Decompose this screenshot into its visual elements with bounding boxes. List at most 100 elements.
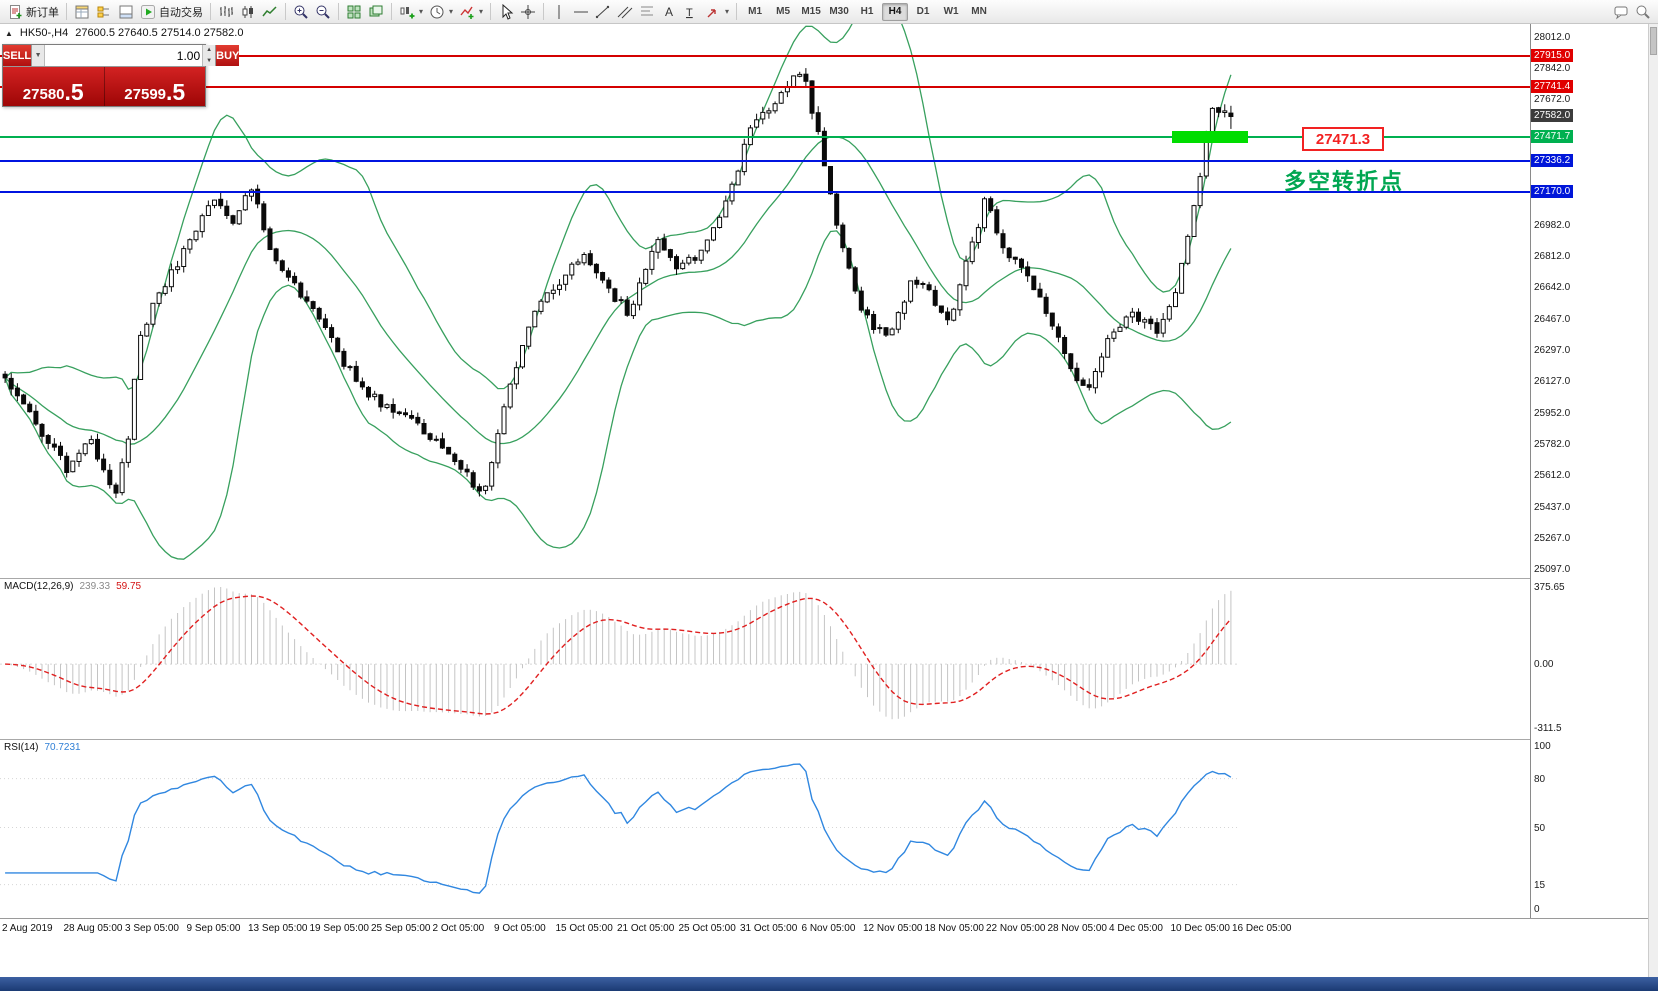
- main-chart-canvas[interactable]: [0, 24, 1530, 578]
- macd-axis-label: -311.5: [1534, 723, 1562, 734]
- new-chart-icon: [399, 4, 415, 20]
- time-label: 25 Oct 05:00: [678, 923, 736, 934]
- time-label: 4 Dec 05:00: [1109, 923, 1163, 934]
- market-watch-icon: [74, 4, 90, 20]
- macd-main-value: 239.33: [79, 581, 111, 592]
- indicators-icon: [459, 4, 475, 20]
- ohlc-values: 27600.5 27640.5 27514.0 27582.0: [75, 27, 244, 39]
- buy-button[interactable]: BUY: [216, 45, 240, 66]
- time-label: 3 Sep 05:00: [125, 923, 179, 934]
- price-axis[interactable]: 28012.0 27842.0 27672.0 26982.0 26812.0 26642…: [1530, 24, 1648, 918]
- volume-input[interactable]: [45, 45, 203, 66]
- timeframe-button-w1[interactable]: W1: [943, 6, 959, 17]
- buy-price-panel[interactable]: 27599 .5: [104, 67, 205, 106]
- fibonacci-tool[interactable]: [636, 2, 658, 22]
- vertical-line-tool[interactable]: [548, 2, 570, 22]
- line-chart-mode-button[interactable]: [259, 2, 281, 22]
- horizontal-line-tool[interactable]: [570, 2, 592, 22]
- navigator-button[interactable]: [93, 2, 115, 22]
- zoom-in-button[interactable]: [290, 2, 312, 22]
- panel-divider[interactable]: [0, 578, 1648, 579]
- bar-chart-mode-button[interactable]: [215, 2, 237, 22]
- svg-text:T: T: [686, 7, 693, 19]
- crosshair-icon: [520, 4, 536, 20]
- cursor-tool-button[interactable]: [495, 2, 517, 22]
- time-label: 18 Nov 05:00: [924, 923, 985, 934]
- search-button[interactable]: [1632, 2, 1654, 22]
- time-label: 22 Nov 05:00: [986, 923, 1046, 934]
- indicators-dropdown[interactable]: ▾: [456, 2, 486, 22]
- channel-tool[interactable]: [614, 2, 636, 22]
- time-label: 9 Oct 05:00: [494, 923, 546, 934]
- horizontal-scrollbar[interactable]: [0, 977, 1658, 991]
- time-label: 9 Sep 05:00: [186, 923, 241, 934]
- timeframe-button-m30[interactable]: M30: [829, 6, 849, 17]
- rsi-value: 70.7231: [44, 742, 81, 753]
- vertical-scrollbar-thumb[interactable]: [1650, 27, 1657, 55]
- rsi-axis-label: 50: [1534, 822, 1546, 834]
- toolbar-separator: [490, 3, 492, 20]
- crosshair-tool-button[interactable]: [517, 2, 539, 22]
- autotrading-button[interactable]: 自动交易: [137, 2, 206, 22]
- timeframe-button-m15[interactable]: M15: [801, 6, 821, 17]
- volume-dropdown-icon[interactable]: ▼: [32, 45, 46, 66]
- cascade-windows-button[interactable]: [365, 2, 387, 22]
- rsi-panel-canvas[interactable]: [0, 740, 1530, 917]
- chevron-down-icon: ▾: [419, 7, 424, 16]
- timeframe-button-d1[interactable]: D1: [916, 6, 930, 17]
- terminal-button[interactable]: [115, 2, 137, 22]
- toolbar-separator: [543, 3, 545, 20]
- timeframe-button-h1[interactable]: H1: [860, 6, 874, 17]
- one-click-trading-panel: SELL ▼ ▲ ▼ BUY 27580 .5 27599 .5: [2, 44, 240, 107]
- price-tick: 25097.0: [1534, 564, 1571, 575]
- svg-text:A: A: [665, 5, 673, 19]
- cursor-icon: [498, 3, 514, 20]
- price-tick: 26812.0: [1534, 251, 1571, 262]
- timeframe-button-m5[interactable]: M5: [776, 6, 791, 17]
- price-badge-red: 27741.4: [1531, 80, 1574, 94]
- new-order-button[interactable]: 新订单: [4, 2, 62, 22]
- arrows-dropdown[interactable]: ▾: [702, 2, 732, 22]
- vertical-scrollbar[interactable]: [1648, 24, 1658, 977]
- time-axis[interactable]: 2 Aug 2019 28 Aug 05:00 3 Sep 05:00 9 Sep 0…: [0, 918, 1658, 940]
- new-chart-dropdown[interactable]: ▾: [396, 2, 426, 22]
- candlestick-icon: [240, 4, 256, 20]
- terminal-icon: [118, 4, 134, 20]
- period-dropdown[interactable]: ▾: [426, 2, 456, 22]
- chat-button[interactable]: [1610, 2, 1632, 22]
- toolbar-separator: [285, 3, 286, 20]
- turning-point-note[interactable]: 多空转折点: [1284, 169, 1405, 194]
- price-badge-red: 27915.0: [1531, 48, 1574, 62]
- buy-price-main: 27599: [124, 86, 167, 103]
- time-label: 10 Dec 05:00: [1170, 923, 1231, 934]
- timeframe-button-h4[interactable]: H4: [882, 2, 909, 21]
- rsi-axis-label: 80: [1534, 773, 1546, 785]
- green-highlight-rectangle[interactable]: [1172, 131, 1248, 143]
- panel-divider[interactable]: [0, 739, 1648, 740]
- market-watch-button[interactable]: [71, 2, 93, 22]
- sell-price-panel[interactable]: 27580 .5: [3, 67, 105, 106]
- zoom-out-button[interactable]: [312, 2, 334, 22]
- text-label-tool[interactable]: T: [680, 2, 702, 22]
- symbol-period-label: HK50-,H4: [19, 27, 69, 39]
- line-chart-icon: [262, 4, 278, 20]
- new-order-icon: [7, 4, 23, 20]
- collapse-trade-panel-icon[interactable]: ▲: [5, 28, 13, 38]
- volume-down-icon[interactable]: ▼: [203, 55, 216, 66]
- macd-axis-label: 0.00: [1534, 659, 1554, 671]
- time-label: 19 Sep 05:00: [309, 923, 370, 934]
- price-level-label[interactable]: 27471.3: [1302, 127, 1384, 151]
- timeframe-button-mn[interactable]: MN: [971, 6, 987, 17]
- macd-panel-canvas[interactable]: [0, 579, 1530, 738]
- text-tool[interactable]: A: [658, 2, 680, 22]
- volume-up-icon[interactable]: ▲: [203, 45, 216, 56]
- timeframe-button-m1[interactable]: M1: [748, 6, 763, 17]
- time-label: 15 Oct 05:00: [555, 923, 613, 934]
- trendline-tool[interactable]: [592, 2, 614, 22]
- sell-button[interactable]: SELL: [3, 45, 32, 66]
- candlestick-mode-button[interactable]: [237, 2, 259, 22]
- macd-label: MACD(12,26,9) 239.33 59.75: [4, 581, 141, 592]
- tile-windows-button[interactable]: [343, 2, 365, 22]
- toolbar-separator: [736, 3, 738, 20]
- rsi-label: RSI(14) 70.7231: [4, 742, 81, 753]
